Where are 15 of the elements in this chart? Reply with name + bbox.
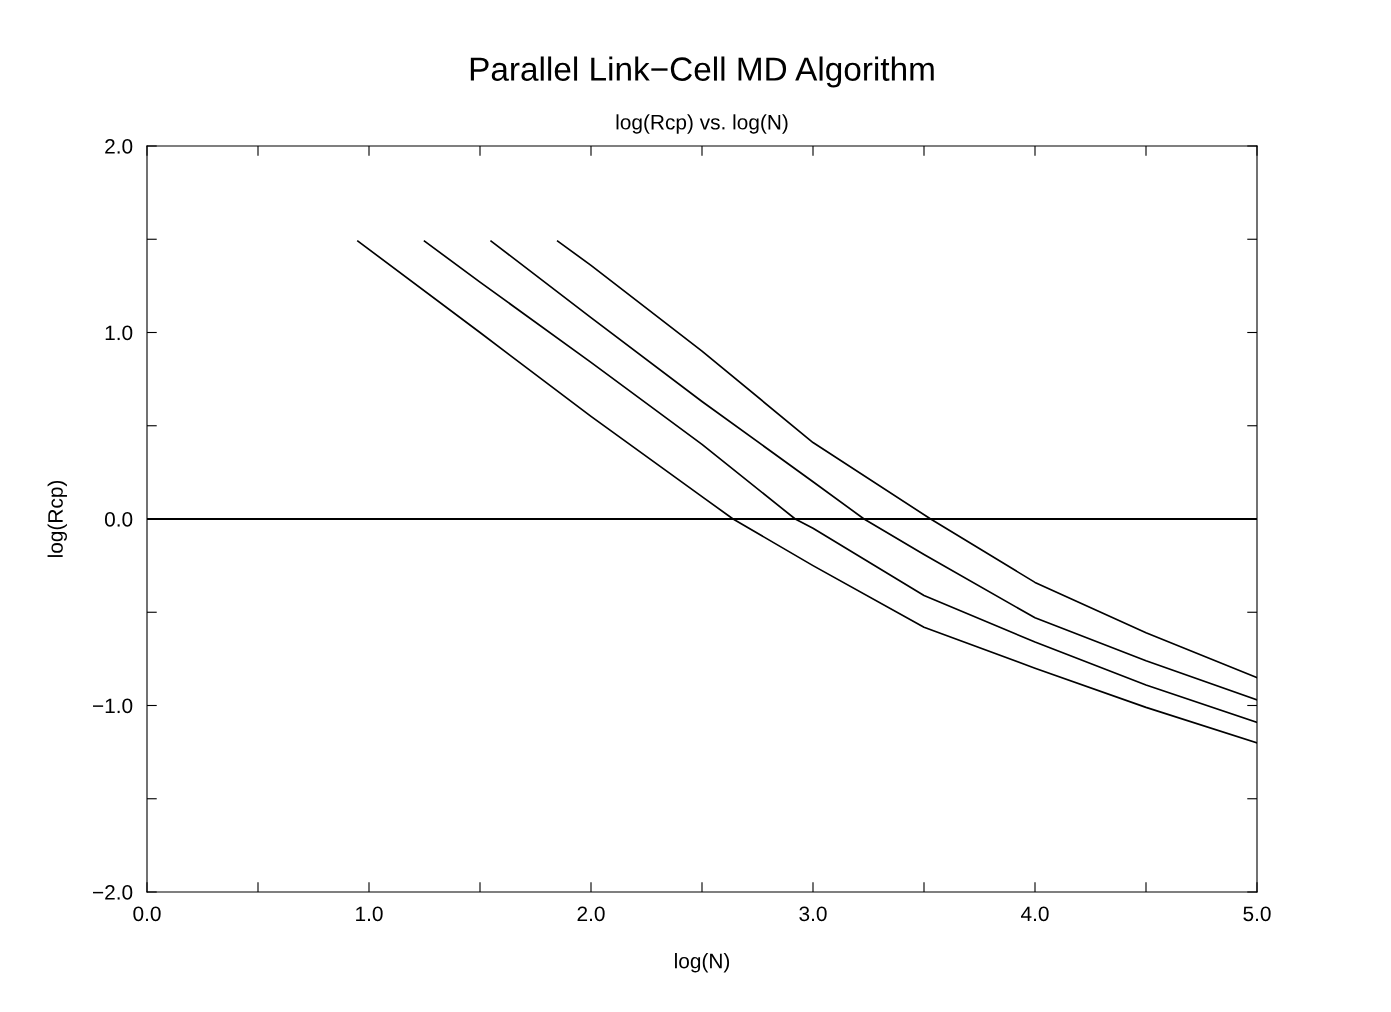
x-tick-label: 5.0 [1243, 906, 1271, 922]
y-tick-label: 1.0 [105, 325, 133, 341]
y-tick-label: 2.0 [105, 139, 133, 154]
x-tick-label: 3.0 [799, 906, 827, 922]
x-tick-label: 2.0 [577, 906, 605, 922]
x-axis-title: log(N) [675, 953, 730, 973]
y-tick-label: 0.0 [104, 512, 133, 527]
x-tick-label: 4.0 [1021, 906, 1049, 922]
y-axis-title: log(Rcp) [47, 480, 67, 557]
x-tick-label: 0.0 [133, 906, 161, 922]
chart-title: Parallel Link−Cell MD Algorithm [470, 56, 934, 88]
x-tick-label: 1.0 [356, 906, 383, 922]
chart-subtitle: log(Rcp) vs. log(N) [616, 114, 788, 134]
y-tick-label: −2.0 [93, 885, 133, 900]
y-tick-label: −1.0 [93, 698, 133, 714]
